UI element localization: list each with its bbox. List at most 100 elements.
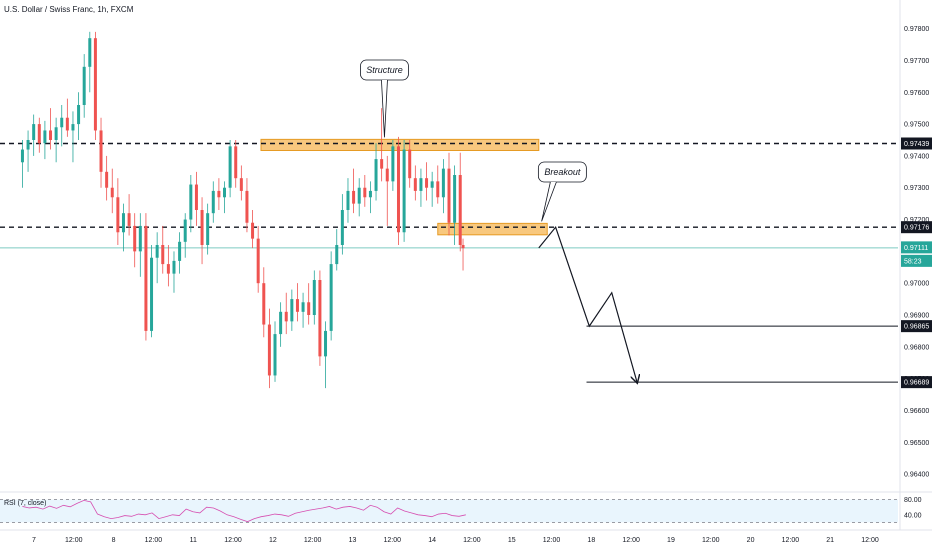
- zone-rect: [437, 222, 548, 236]
- x-tick-label: 13: [349, 537, 357, 544]
- structure-callout-label: Structure: [366, 65, 403, 75]
- candle-body: [374, 159, 378, 191]
- x-tick-label: 12:00: [224, 537, 242, 544]
- candle-body: [273, 334, 277, 376]
- breakout-callout: [537, 161, 587, 183]
- x-tick-label: 8: [112, 537, 116, 544]
- y-tick-label: 0.97200: [904, 217, 929, 224]
- candle-body: [32, 124, 36, 140]
- x-tick-label: 11: [190, 537, 197, 544]
- candle-body: [312, 280, 316, 315]
- candle-body: [284, 311, 288, 322]
- candle-body: [408, 149, 412, 179]
- candle-body: [183, 219, 187, 242]
- y-tick-label: 0.97000: [904, 281, 929, 288]
- candle-body: [228, 146, 232, 188]
- y-tick-label: 0.96500: [904, 440, 929, 447]
- rsi-label: RSI (7, close): [4, 500, 46, 507]
- candle-body: [324, 330, 328, 357]
- breakout-callout-pointer: [541, 181, 557, 222]
- x-tick-label: 21: [826, 537, 834, 544]
- candle-body: [391, 146, 395, 182]
- y-tick-label: 0.97500: [904, 122, 929, 129]
- candle-body: [441, 168, 445, 198]
- candle-body: [105, 171, 109, 188]
- candles-layer: [20, 31, 465, 389]
- candle-body: [82, 66, 86, 105]
- y-tick-label: 0.96400: [904, 472, 929, 479]
- candle-body: [223, 187, 226, 198]
- x-tick-label: 15: [508, 537, 516, 544]
- candle-body: [93, 38, 97, 131]
- candle-body: [37, 124, 41, 144]
- x-tick-label: 12:00: [702, 537, 720, 544]
- x-tick-label: 7: [32, 537, 36, 544]
- candle-body: [251, 222, 255, 239]
- candle-body: [234, 146, 238, 179]
- projection-path: [538, 225, 637, 382]
- x-tick-label: 12:00: [145, 537, 163, 544]
- callouts-layer: Structure Breakout: [360, 59, 587, 222]
- candle-body: [43, 130, 47, 144]
- candle-body: [121, 213, 125, 233]
- candle-body: [461, 245, 465, 249]
- candle-body: [301, 302, 305, 312]
- candle-body: [352, 190, 356, 204]
- candle-body: [295, 299, 299, 312]
- candle-body: [110, 187, 114, 198]
- time-axis: 7 12:00 8 12:00 11 12:00 12 12:00 13 12:00 14 12:00…: [0, 529, 932, 544]
- price-tag-label: 0.96865: [904, 324, 929, 331]
- candle-body: [262, 283, 266, 325]
- candle-body: [436, 181, 440, 198]
- candle-body: [65, 117, 69, 131]
- x-tick-label: 12:00: [384, 537, 402, 544]
- candle-body: [116, 197, 120, 233]
- candle-body: [430, 181, 434, 188]
- breakout-callout-label: Breakout: [544, 167, 581, 177]
- candle-body: [211, 190, 215, 214]
- rsi-band: [0, 499, 898, 523]
- candle-body: [318, 280, 322, 357]
- candle-body: [329, 264, 333, 331]
- candle-body: [49, 130, 53, 140]
- candle-body: [245, 190, 249, 223]
- x-tick-label: 12:00: [861, 537, 879, 544]
- candle-body: [453, 175, 457, 223]
- candle-body: [335, 245, 339, 265]
- projection-line: [538, 225, 637, 382]
- candle-body: [425, 178, 429, 188]
- price-tag: [901, 221, 932, 234]
- candle-body: [194, 184, 198, 210]
- y-tick-label: 0.97800: [904, 26, 929, 33]
- candle-body: [340, 210, 344, 245]
- candle-body: [133, 225, 137, 252]
- candle-body: [290, 299, 294, 322]
- candle-body: [380, 159, 384, 169]
- x-tick-label: 12: [269, 537, 277, 544]
- price-tag: [901, 241, 932, 254]
- candle-body: [206, 213, 210, 245]
- price-tag: [901, 320, 932, 333]
- candle-body: [71, 124, 75, 131]
- y-tick-label: 0.96900: [904, 313, 929, 320]
- y-tick-label: 0.96800: [904, 344, 929, 351]
- candle-body: [20, 149, 24, 163]
- candle-body: [385, 168, 389, 182]
- candle-body: [307, 302, 311, 315]
- candle-body: [77, 105, 81, 125]
- x-tick-label: 12:00: [463, 537, 481, 544]
- price-tag: [901, 376, 932, 389]
- candle-body: [363, 187, 367, 198]
- candle-body: [172, 260, 176, 274]
- candle-body: [279, 311, 283, 335]
- candle-body: [413, 178, 417, 191]
- candle-body: [155, 245, 159, 258]
- x-tick-label: 19: [667, 537, 675, 544]
- candle-body: [99, 130, 103, 172]
- rsi-line: [22, 499, 466, 523]
- candle-body: [200, 210, 204, 245]
- candle-body: [26, 140, 30, 150]
- candle-body: [357, 187, 361, 204]
- price-tag: [901, 254, 932, 267]
